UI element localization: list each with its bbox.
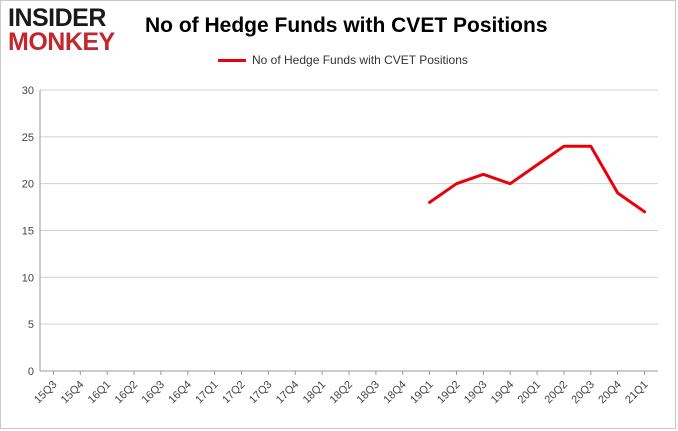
x-tick-label-20Q1: 20Q1 <box>516 379 544 407</box>
x-tick-label-17Q1: 17Q1 <box>193 379 221 407</box>
x-tick-label-18Q2: 18Q2 <box>328 379 356 407</box>
legend-label: No of Hedge Funds with CVET Positions <box>252 53 468 67</box>
x-tick-label-20Q4: 20Q4 <box>596 379 624 407</box>
y-tick-label-25: 25 <box>22 132 34 144</box>
x-tick-label-16Q1: 16Q1 <box>86 379 114 407</box>
chart-title: No of Hedge Funds with CVET Positions <box>145 14 548 37</box>
series-layer <box>428 144 647 214</box>
x-tick-label-19Q3: 19Q3 <box>462 379 490 407</box>
logo-line1: INSIDER <box>8 4 106 32</box>
x-tick-label-16Q4: 16Q4 <box>166 379 194 407</box>
x-tick-label-18Q1: 18Q1 <box>301 379 329 407</box>
logo-line2: MONKEY <box>8 28 115 56</box>
x-tick-label-17Q3: 17Q3 <box>247 379 275 407</box>
y-tick-label-10: 10 <box>22 272 34 284</box>
series-line-0 <box>428 144 647 214</box>
x-tick-label-18Q3: 18Q3 <box>354 379 382 407</box>
x-tick-label-16Q3: 16Q3 <box>140 379 168 407</box>
axis-layer: 0 5 10 15 20 25 30 15Q3 15Q4 16Q1 16Q2 16Q3 16Q4 17Q1… <box>22 85 658 406</box>
grid-layer <box>40 89 658 372</box>
x-tick-label-19Q1: 19Q1 <box>408 379 436 407</box>
x-tick-label-20Q2: 20Q2 <box>543 379 571 407</box>
x-tick-label-19Q2: 19Q2 <box>435 379 463 407</box>
chart-legend: No of Hedge Funds with CVET Positions <box>218 53 468 67</box>
legend-swatch <box>218 58 246 62</box>
y-tick-label-30: 30 <box>22 85 34 97</box>
x-tick-label-15Q4: 15Q4 <box>59 379 87 407</box>
x-tick-label-16Q2: 16Q2 <box>113 379 141 407</box>
y-tick-label-0: 0 <box>28 366 34 378</box>
x-tick-label-18Q4: 18Q4 <box>381 379 409 407</box>
x-tick-label-17Q2: 17Q2 <box>220 379 248 407</box>
x-tick-label-20Q3: 20Q3 <box>569 379 597 407</box>
insider-monkey-logo: INSIDER MONKEY <box>8 6 126 56</box>
x-tick-label-19Q4: 19Q4 <box>489 379 517 407</box>
x-tick-label-17Q4: 17Q4 <box>274 379 302 407</box>
y-tick-label-15: 15 <box>22 226 34 238</box>
y-tick-label-5: 5 <box>28 319 34 331</box>
x-tick-label-21Q1: 21Q1 <box>623 379 651 407</box>
x-tick-label-15Q3: 15Q3 <box>32 379 60 407</box>
y-tick-label-20: 20 <box>22 179 34 191</box>
